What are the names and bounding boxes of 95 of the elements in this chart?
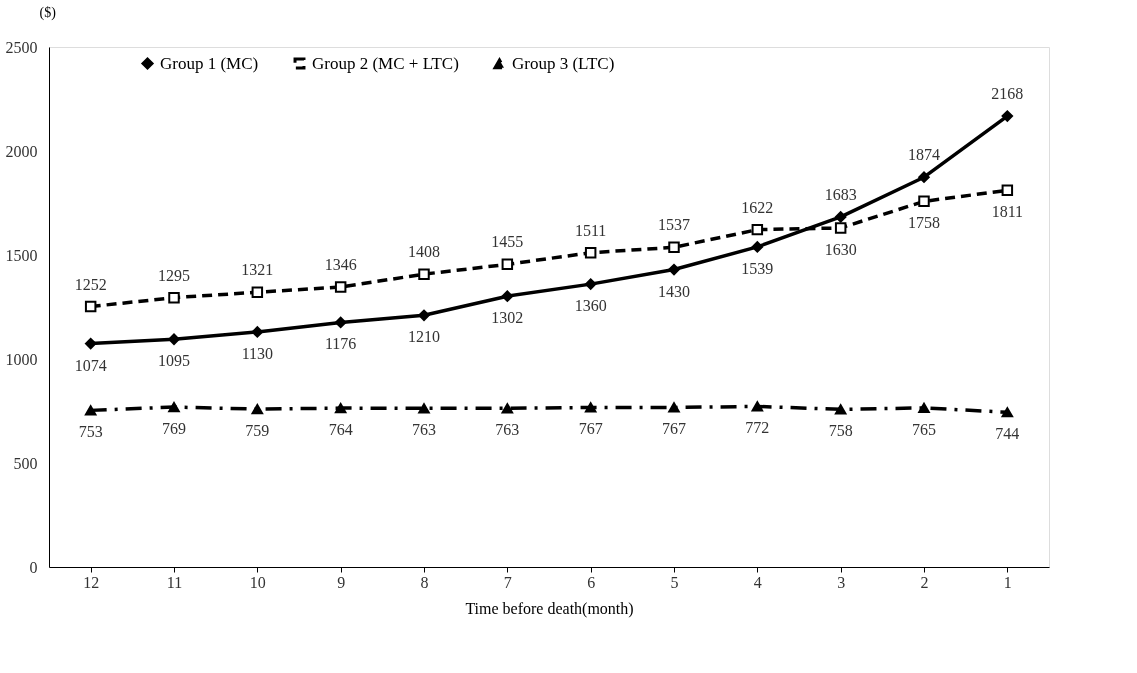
data-label: 1095	[158, 352, 190, 370]
point	[84, 337, 97, 350]
point	[751, 401, 764, 412]
point	[668, 263, 680, 276]
y-tick-label: 0	[29, 558, 38, 576]
point	[334, 281, 347, 293]
data-label: 1302	[491, 309, 524, 327]
data-label: 1321	[241, 261, 274, 279]
y-tick-label: 1000	[5, 350, 38, 368]
data-label: 764	[328, 421, 353, 439]
point	[418, 309, 430, 322]
data-label: 1176	[324, 335, 357, 353]
data-label: 769	[162, 420, 186, 438]
point	[584, 278, 597, 290]
data-label: 758	[828, 422, 853, 440]
data-label: 1622	[741, 198, 774, 216]
data-label: 753	[78, 423, 103, 441]
x-tick-label: 12	[83, 573, 100, 591]
data-label: 1758	[908, 214, 940, 232]
data-label: 1074	[74, 356, 107, 374]
data-label: 1346	[324, 256, 357, 274]
data-label: 744	[995, 425, 1020, 443]
point	[251, 404, 264, 415]
data-label: 763	[495, 421, 520, 439]
point	[584, 402, 597, 413]
data-label: 759	[245, 422, 270, 440]
data-label: 1252	[74, 275, 107, 293]
point	[501, 258, 514, 271]
point	[834, 404, 847, 415]
data-label: 765	[912, 420, 936, 438]
x-tick-label: 11	[166, 573, 183, 591]
data-label: 1630	[824, 240, 857, 258]
data-label: 772	[745, 419, 770, 437]
point	[168, 291, 180, 304]
point	[584, 246, 597, 259]
point	[918, 195, 930, 208]
y-tick-label: 500	[13, 454, 38, 472]
point	[751, 241, 764, 253]
y-tick-label: 2000	[5, 142, 38, 160]
y-axis-title: ($)	[39, 4, 57, 21]
legend-label: Group 2 (MC + LTC)	[312, 53, 459, 73]
data-label: 1430	[658, 282, 690, 300]
point	[84, 405, 97, 416]
data-label: 1874	[908, 146, 940, 164]
point	[1001, 407, 1014, 418]
point	[334, 402, 347, 414]
point	[251, 286, 264, 298]
x-tick-label: 2	[920, 573, 929, 591]
data-label: 1408	[408, 243, 440, 261]
data-label: 1455	[491, 233, 524, 251]
point	[251, 326, 264, 338]
data-label: 1683	[824, 185, 857, 203]
point	[1001, 110, 1014, 122]
x-tick-label: 6	[587, 573, 596, 591]
y-tick-label: 2500	[5, 38, 38, 56]
data-label: 1360	[574, 297, 607, 315]
data-label: 767	[662, 420, 686, 438]
point	[751, 223, 764, 236]
legend-label: Group 3 (LTC)	[512, 53, 615, 73]
data-label: 763	[412, 421, 436, 439]
point	[918, 171, 930, 183]
x-tick-label: 10	[249, 573, 266, 591]
data-label: 2168	[991, 85, 1024, 103]
point	[418, 403, 430, 414]
data-label: 1295	[158, 266, 190, 284]
x-tick-label: 4	[753, 573, 762, 591]
point	[1001, 184, 1014, 197]
legend-label: Group 1 (MC)	[160, 53, 259, 73]
data-label: 1537	[658, 216, 690, 234]
point	[168, 401, 180, 413]
point	[668, 402, 680, 413]
x-tick-label: 7	[503, 573, 512, 591]
data-label: 1539	[741, 259, 774, 277]
x-tick-label: 3	[837, 573, 846, 591]
point	[418, 268, 430, 280]
x-tick-label: 9	[337, 573, 346, 591]
point	[668, 241, 680, 254]
data-label: 1811	[991, 203, 1024, 221]
data-label: 1511	[574, 221, 607, 239]
point	[168, 333, 180, 345]
point	[834, 211, 847, 223]
point	[501, 290, 514, 302]
y-tick-label: 1500	[5, 246, 38, 264]
point	[84, 300, 97, 313]
point	[501, 403, 514, 414]
data-label: 1210	[408, 328, 440, 346]
x-tick-label: 8	[420, 573, 429, 591]
data-label: 1130	[241, 344, 274, 362]
point	[918, 402, 930, 413]
point	[834, 222, 847, 234]
x-tick-label: 5	[670, 573, 679, 591]
x-axis-title: Time before death(month)	[465, 599, 634, 618]
x-tick-label: 1	[1003, 573, 1012, 591]
data-label: 767	[578, 420, 603, 438]
point	[334, 316, 347, 329]
